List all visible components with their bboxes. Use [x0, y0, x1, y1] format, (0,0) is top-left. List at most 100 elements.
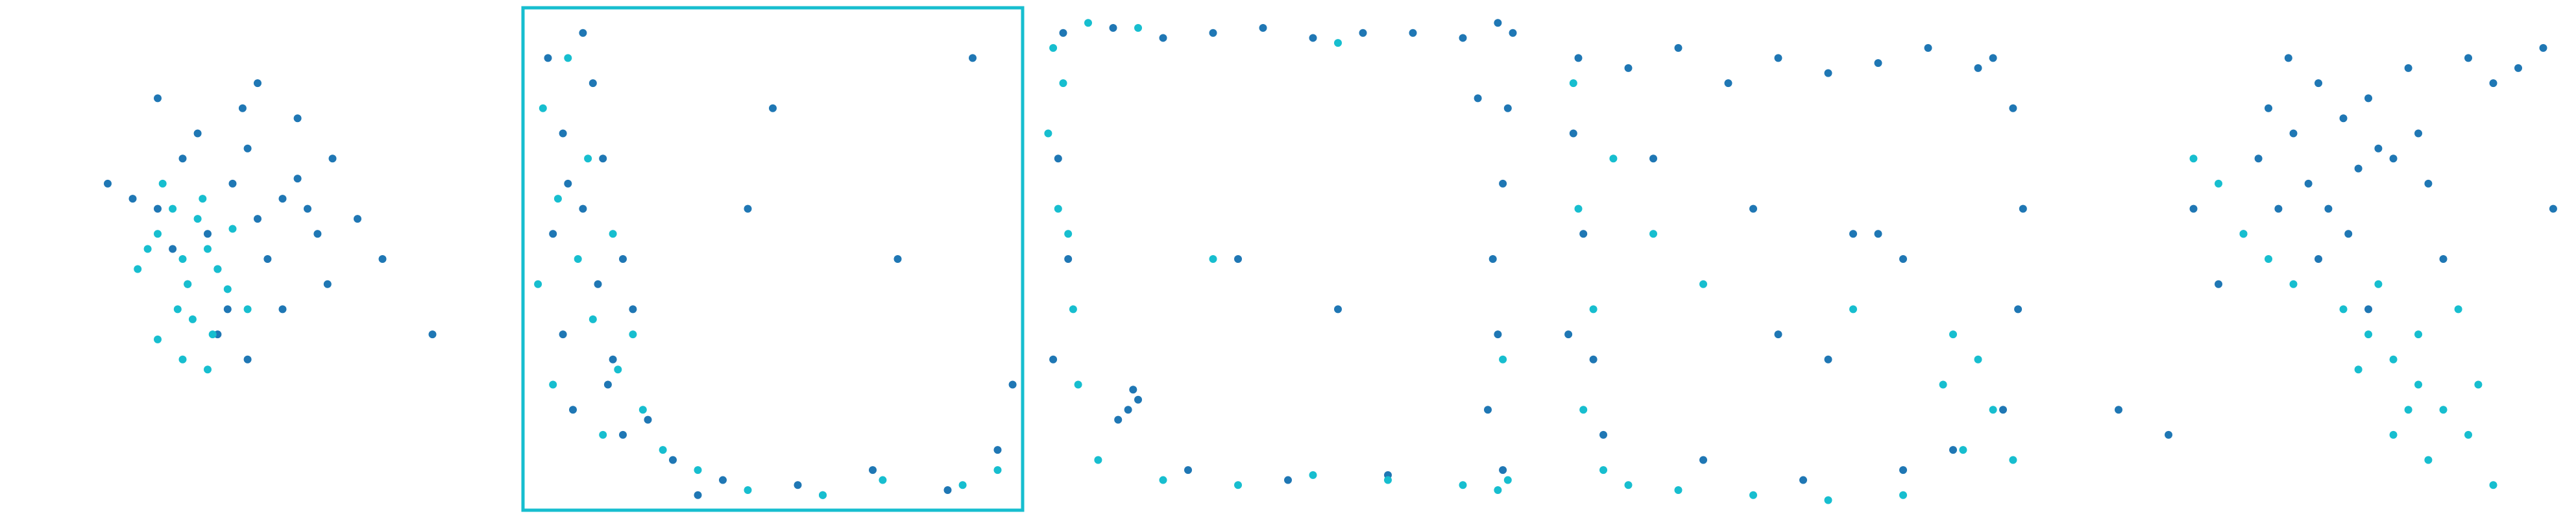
point	[213, 265, 222, 273]
point	[243, 305, 252, 314]
panel-frame	[521, 6, 1025, 512]
point	[1649, 154, 1657, 163]
point	[2165, 430, 2172, 439]
point	[564, 179, 572, 188]
point	[534, 280, 542, 288]
point	[1069, 305, 1077, 314]
point	[2474, 380, 2483, 389]
point	[1724, 79, 1732, 88]
point	[579, 204, 587, 213]
point	[1484, 406, 1492, 414]
point	[1824, 355, 1832, 364]
point	[599, 154, 607, 163]
point	[278, 305, 287, 314]
point	[564, 54, 572, 62]
point	[1989, 54, 1997, 62]
point	[2374, 280, 2383, 288]
point	[1094, 456, 1102, 464]
point	[1109, 23, 1117, 32]
point	[263, 255, 272, 263]
point	[2404, 406, 2412, 414]
point	[2324, 204, 2333, 213]
point	[243, 355, 252, 364]
point	[1959, 446, 1967, 454]
point	[2514, 64, 2522, 72]
point	[428, 330, 437, 339]
point	[169, 204, 177, 213]
point	[544, 54, 552, 62]
point	[1509, 29, 1517, 37]
point	[993, 466, 1002, 475]
point	[2014, 305, 2023, 314]
point	[638, 406, 647, 414]
point	[1624, 481, 1633, 489]
point	[553, 195, 562, 203]
point	[199, 195, 207, 203]
point	[619, 430, 627, 439]
point	[1054, 154, 1062, 163]
point	[794, 481, 802, 489]
point	[594, 280, 602, 288]
point	[1749, 491, 1757, 499]
point	[1579, 406, 1588, 414]
point	[599, 430, 607, 439]
point	[1459, 481, 1467, 489]
point	[178, 255, 187, 263]
point	[1569, 129, 1577, 138]
point	[1599, 430, 1607, 439]
point	[178, 154, 187, 163]
point	[2344, 230, 2353, 238]
point	[1074, 380, 1082, 389]
point	[1284, 476, 1292, 484]
point	[2364, 94, 2372, 103]
point	[1474, 94, 1482, 103]
point	[1939, 380, 1947, 389]
point	[1488, 255, 1497, 263]
point	[1499, 355, 1507, 364]
point	[1699, 456, 1707, 464]
point	[184, 280, 192, 288]
point	[1799, 476, 1807, 484]
point	[1503, 104, 1512, 112]
point	[1124, 406, 1132, 414]
point	[1134, 23, 1142, 32]
point	[2464, 430, 2472, 439]
point	[2424, 456, 2433, 464]
point	[1159, 34, 1167, 42]
point	[559, 330, 567, 339]
point	[328, 154, 337, 163]
point	[223, 305, 232, 314]
point	[1874, 230, 1882, 238]
point	[1259, 23, 1267, 32]
point	[1699, 280, 1707, 288]
point	[1949, 330, 1957, 339]
point	[2414, 380, 2422, 389]
point	[1589, 355, 1598, 364]
point	[1359, 29, 1367, 37]
point	[629, 330, 637, 339]
point	[2289, 129, 2298, 138]
point	[1824, 496, 1832, 504]
point	[1134, 395, 1142, 404]
point	[169, 245, 177, 253]
point	[1209, 255, 1217, 263]
point	[1899, 466, 1907, 475]
point	[204, 245, 212, 253]
point	[1569, 79, 1577, 88]
point	[993, 446, 1002, 454]
point	[644, 415, 652, 424]
point	[1674, 486, 1683, 495]
point	[134, 265, 142, 273]
point	[1749, 204, 1757, 213]
point	[2389, 355, 2398, 364]
point	[2289, 280, 2298, 288]
point	[1234, 481, 1242, 489]
point	[943, 486, 952, 495]
point	[1494, 19, 1502, 27]
point	[1574, 54, 1583, 62]
point	[1309, 34, 1317, 42]
point	[1924, 43, 1932, 52]
point	[614, 365, 622, 374]
point	[2489, 79, 2497, 88]
point	[223, 285, 232, 293]
